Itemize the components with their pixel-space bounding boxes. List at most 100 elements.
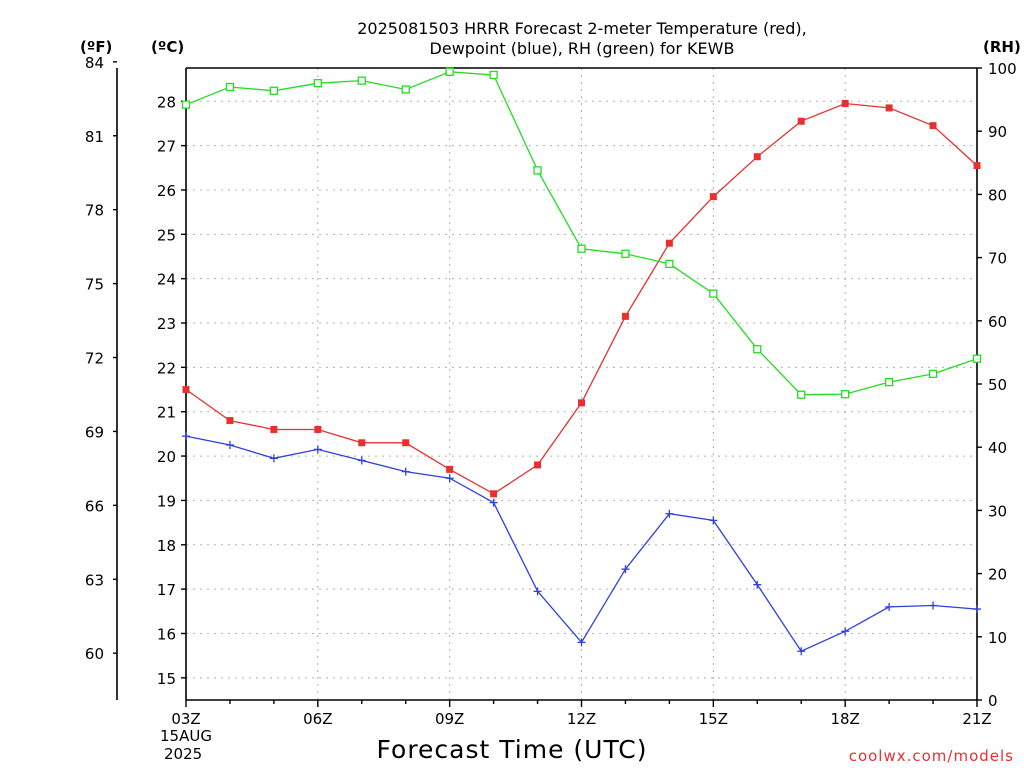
dewpoint-point (533, 587, 542, 596)
temperature-point (490, 490, 498, 498)
celsius-unit-label: (ºC) (151, 38, 184, 56)
temperature-point (182, 386, 190, 394)
temperature-point (665, 239, 673, 247)
chart-axes (113, 61, 982, 707)
rh-tick-label: 0 (988, 692, 998, 710)
dewpoint-point (225, 440, 234, 449)
celsius-tick-label: 23 (157, 315, 176, 333)
fahrenheit-tick-label: 66 (85, 497, 104, 515)
fahrenheit-tick-label: 78 (85, 202, 104, 220)
dewpoint-point (313, 445, 322, 454)
date-label-day: 15AUG (160, 727, 212, 745)
rh-point (225, 82, 235, 92)
celsius-tick-label: 24 (157, 271, 176, 289)
rh-point (841, 389, 850, 399)
rh-point (269, 86, 279, 95)
x-axis-label: Forecast Time (UTC) (377, 735, 648, 764)
temperature-point (797, 117, 805, 125)
celsius-tick-label: 27 (157, 138, 176, 156)
celsius-tick-label: 20 (157, 448, 176, 466)
rh-point (621, 249, 630, 258)
temperature-point (885, 104, 893, 112)
rh-point (181, 100, 191, 109)
rh-tick-label: 20 (988, 566, 1007, 584)
fahrenheit-tick-label: 69 (85, 423, 104, 441)
rh-point (489, 70, 498, 80)
fahrenheit-tick-label: 63 (85, 571, 104, 589)
rh-point (313, 79, 322, 88)
celsius-tick-label: 16 (157, 625, 176, 643)
temperature-point (358, 439, 366, 447)
dewpoint-point (665, 509, 674, 518)
celsius-tick-label: 26 (157, 182, 176, 200)
celsius-tick-label: 21 (157, 404, 176, 422)
temperature-point (621, 312, 629, 320)
rh-point (753, 345, 762, 354)
dewpoint-point (577, 638, 586, 647)
dewpoint-point (182, 432, 190, 441)
fahrenheit-tick-label: 75 (85, 276, 104, 294)
celsius-tick-label: 22 (157, 359, 176, 377)
temperature-point (534, 461, 542, 469)
rh-point (665, 259, 674, 269)
dewpoint-point (621, 565, 630, 574)
rh-tick-label: 10 (988, 629, 1007, 647)
x-tick-label: 21Z (962, 710, 991, 728)
x-tick-label: 18Z (830, 710, 859, 728)
chart-title-line1: 2025081503 HRRR Forecast 2-meter Tempera… (357, 19, 807, 38)
dewpoint-point (709, 516, 718, 525)
temperature-point (929, 122, 937, 130)
rh-point (533, 166, 542, 175)
rh-point (357, 76, 366, 85)
temperature-point (270, 425, 278, 433)
data-series (181, 67, 982, 656)
dewpoint-point (489, 498, 498, 507)
temperature-point (753, 153, 761, 161)
temperature-point (402, 439, 410, 447)
celsius-tick-label: 15 (157, 670, 176, 688)
rh-line (185, 71, 978, 396)
credit-link[interactable]: coolwx.com/models (849, 747, 1014, 765)
rh-tick-label: 30 (988, 502, 1007, 520)
rh-point (928, 369, 938, 379)
temperature-point (709, 193, 717, 201)
dewpoint-point (973, 605, 981, 614)
rh-point (884, 377, 894, 387)
rh-tick-label: 40 (988, 439, 1007, 457)
temperature-point (314, 425, 322, 433)
date-label-year: 2025 (164, 745, 202, 763)
temperature-point (226, 417, 234, 425)
dewpoint-point (445, 474, 454, 483)
tick-labels: 60 63 66 69 72 75 78 81 84 15 16 17 18 19 20 21 22 23 24 25… (85, 54, 1017, 728)
celsius-tick-label: 18 (157, 537, 176, 555)
x-tick-label: 06Z (303, 710, 332, 728)
rh-unit-label: (RH) (983, 38, 1021, 56)
chart-title-line2: Dewpoint (blue), RH (green) for KEWB (430, 39, 735, 58)
temperature-point (446, 465, 454, 473)
celsius-tick-label: 25 (157, 226, 176, 244)
rh-point (577, 244, 586, 253)
temperature-point (841, 99, 849, 107)
rh-tick-label: 100 (988, 60, 1017, 78)
x-tick-label: 09Z (435, 710, 464, 728)
fahrenheit-tick-label: 60 (85, 645, 104, 663)
rh-tick-label: 60 (988, 313, 1007, 331)
dewpoint-point (841, 627, 850, 636)
x-tick-label: 15Z (699, 710, 728, 728)
x-tick-label: 03Z (171, 710, 200, 728)
temperature-point (973, 162, 981, 170)
celsius-tick-label: 19 (157, 492, 176, 510)
x-tick-label: 12Z (567, 710, 596, 728)
fahrenheit-tick-label: 84 (85, 54, 104, 72)
dewpoint-point (401, 467, 410, 476)
dewpoint-point (797, 647, 806, 656)
rh-point (972, 354, 982, 363)
dewpoint-point (357, 456, 366, 465)
fahrenheit-unit-label: (ºF) (80, 38, 112, 56)
rh-tick-label: 90 (988, 123, 1007, 141)
rh-tick-label: 50 (988, 376, 1007, 394)
rh-point (401, 85, 410, 94)
dewpoint-point (929, 601, 938, 610)
rh-point (709, 289, 718, 298)
